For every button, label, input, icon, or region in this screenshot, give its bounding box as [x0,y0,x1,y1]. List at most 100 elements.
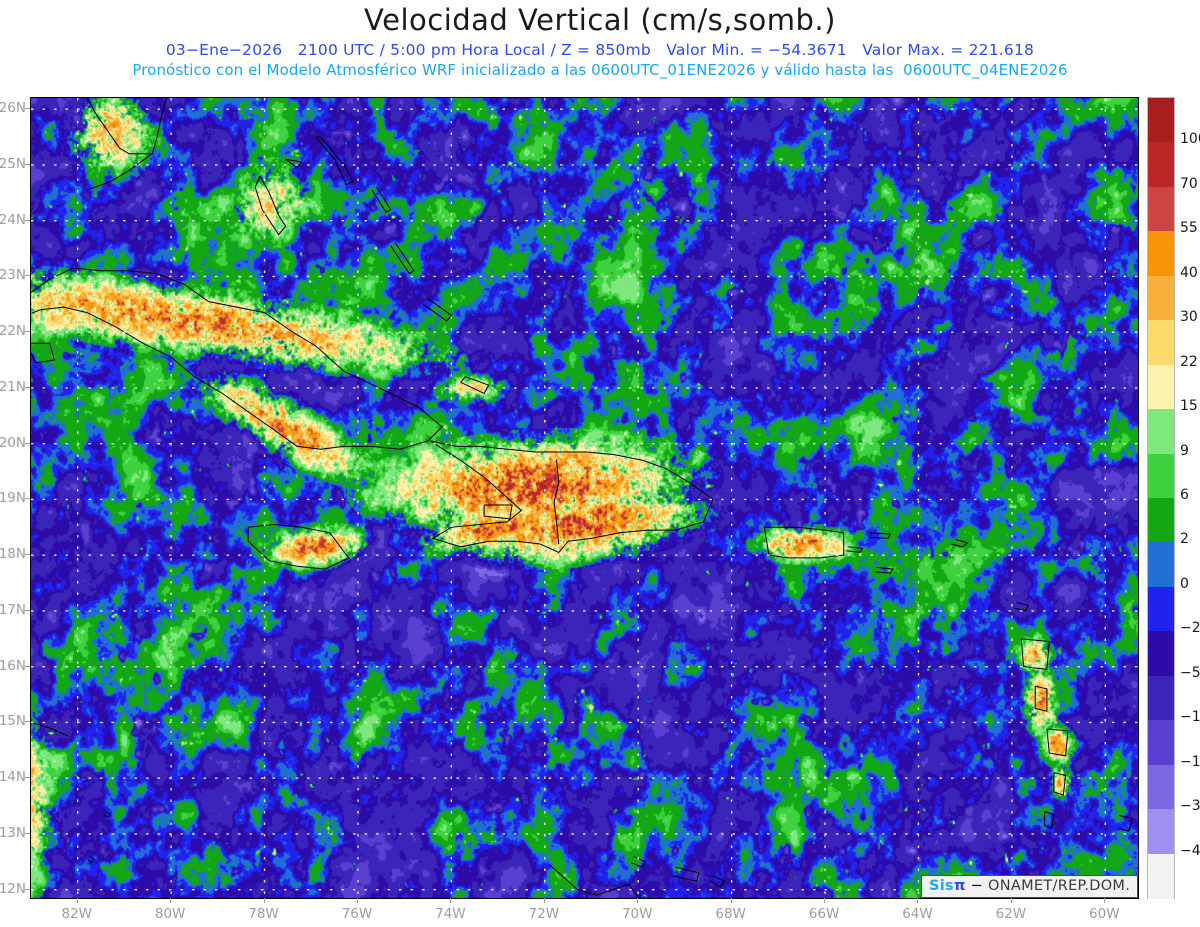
colorbar-segment [1148,809,1174,855]
colorbar-segment [1148,320,1174,366]
coastline-providencia [103,811,112,818]
coastline-st-lucia [1053,772,1067,796]
y-axis-tick-label: 14N [0,769,26,786]
x-axis-tick-label: 64W [902,906,933,922]
colorbar-segment [1148,720,1174,766]
coastline-great-inagua [460,376,490,395]
vertical-velocity-field [31,98,1138,898]
colorbar-segment [1148,453,1174,499]
brand-prefix-text: Sis [929,878,954,894]
colorbar-segment [1148,231,1174,277]
organization-label: ONAMET/REP.DOM. [988,878,1131,894]
coastline-isla-juventud [31,342,56,364]
coastline-barbados [1118,815,1134,832]
coastline-bonaire [710,875,726,888]
coastline-jamaica [247,523,350,570]
y-axis-tick-label: 13N [0,824,26,841]
coastline-nic-coast2 [31,721,69,737]
y-axis-tick-label: 25N [0,155,26,172]
y-axis-tick-label: 17N [0,601,26,618]
coastline-acklins [423,298,453,322]
colorbar-segment [1148,142,1174,188]
colorbar [1147,97,1175,899]
y-axis-tick-label: 16N [0,657,26,674]
y-axis-tick-label: 15N [0,713,26,730]
coastline-vieques [846,546,864,553]
coastline-cat-island [371,186,392,213]
attribution-watermark: Sisπ − ONAMET/REP.DOM. [921,875,1139,898]
colorbar-tick-label: 15 [1180,398,1198,415]
coastline-long-island [390,242,415,275]
page-title: Velocidad Vertical (cm/s,somb.) [364,3,836,37]
y-axis-tick-label: 23N [0,267,26,284]
colorbar-segment [1148,409,1174,455]
colorbar-segment [1148,98,1174,144]
coastline-st-croix [875,566,894,574]
colorbar-segment [1148,275,1174,321]
title-block: Velocidad Vertical (cm/s,somb.) 03−Ene−2… [0,0,1200,80]
colorbar-segment [1148,853,1174,899]
coastline-florida-keys [86,153,153,191]
x-axis-tick-label: 74W [435,906,466,922]
coastline-florida [86,98,167,155]
coastline-new-providence [285,158,303,169]
colorbar-tick-label: −30 [1180,798,1200,815]
coastline-andros [254,175,287,236]
coastline-aruba [631,855,646,868]
colorbar-tick-label: 55 [1180,220,1198,237]
y-axis-tick-label: 12N [0,880,26,897]
colorbar-tick-label: 0 [1180,575,1189,592]
coastline-overlay [31,98,1134,898]
coastline-anguilla-stmartin [951,539,969,548]
coastline-haiti-dr [430,440,714,554]
coastline-virgin-islands [869,532,892,539]
coastline-hispaniola-border [553,459,560,545]
subtitle-model-info: Pronóstico con el Modelo Atmosférico WRF… [132,61,1068,79]
colorbar-tick-label: 100 [1180,131,1200,148]
colorbar-tick-label: 6 [1180,487,1189,503]
x-axis-tick-label: 70W [621,906,653,922]
x-axis-tick-label: 76W [341,906,373,922]
x-axis-tick-label: 60W [1089,906,1120,922]
x-axis-tick-label: 78W [248,906,279,922]
colorbar-segment [1148,364,1174,410]
x-axis-tick-label: 66W [808,906,840,922]
colorbar-tick-label: 22 [1180,353,1198,370]
colorbar-tick-label: 70 [1180,175,1198,192]
coastline-venez-coast [549,864,640,898]
colorbar-tick-label: −18 [1180,753,1200,770]
coastline-puerto-rico [763,526,845,559]
coastline-antigua [1014,602,1029,612]
coastline-stvincent [1044,811,1055,829]
coastline-cuba [31,267,443,450]
brand-suffix-icon: π [953,878,966,894]
x-axis-tick-label: 72W [528,906,560,922]
y-axis-tick-label: 20N [0,434,26,451]
colorbar-segment [1148,498,1174,544]
colorbar-tick-label: 9 [1180,442,1189,459]
colorbar-tick-label: −10 [1180,709,1200,726]
y-axis-tick-label: 26N [0,100,26,117]
colorbar-segment [1148,675,1174,721]
map-plot-area[interactable] [30,97,1139,899]
coastline-san-andres [87,855,95,864]
colorbar-segment [1148,586,1174,632]
x-axis-tick-label: 80W [154,906,186,922]
colorbar-tick-label: −45 [1180,842,1200,859]
y-axis-tick-label: 19N [0,490,26,507]
x-axis-tick-label: 62W [995,906,1027,922]
colorbar-tick-label: 40 [1180,264,1198,281]
y-axis-tick-label: 22N [0,323,26,340]
coastline-curacao-aruba [673,866,700,882]
y-axis-tick-label: 18N [0,546,26,563]
colorbar-segment [1148,631,1174,677]
x-axis-tick-label: 68W [715,906,746,922]
subtitle-run-info: 03−Ene−2026 2100 UTC / 5:00 pm Hora Loca… [165,41,1035,59]
colorbar-segment [1148,542,1174,588]
colorbar-tick-label: 30 [1180,309,1198,326]
coastline-dominica [1034,685,1048,712]
y-axis-tick-label: 21N [0,378,26,395]
lat-lon-gridlines [31,98,1138,898]
coastline-guadeloupe [1020,638,1050,670]
colorbar-tick-label: 2 [1180,531,1189,548]
